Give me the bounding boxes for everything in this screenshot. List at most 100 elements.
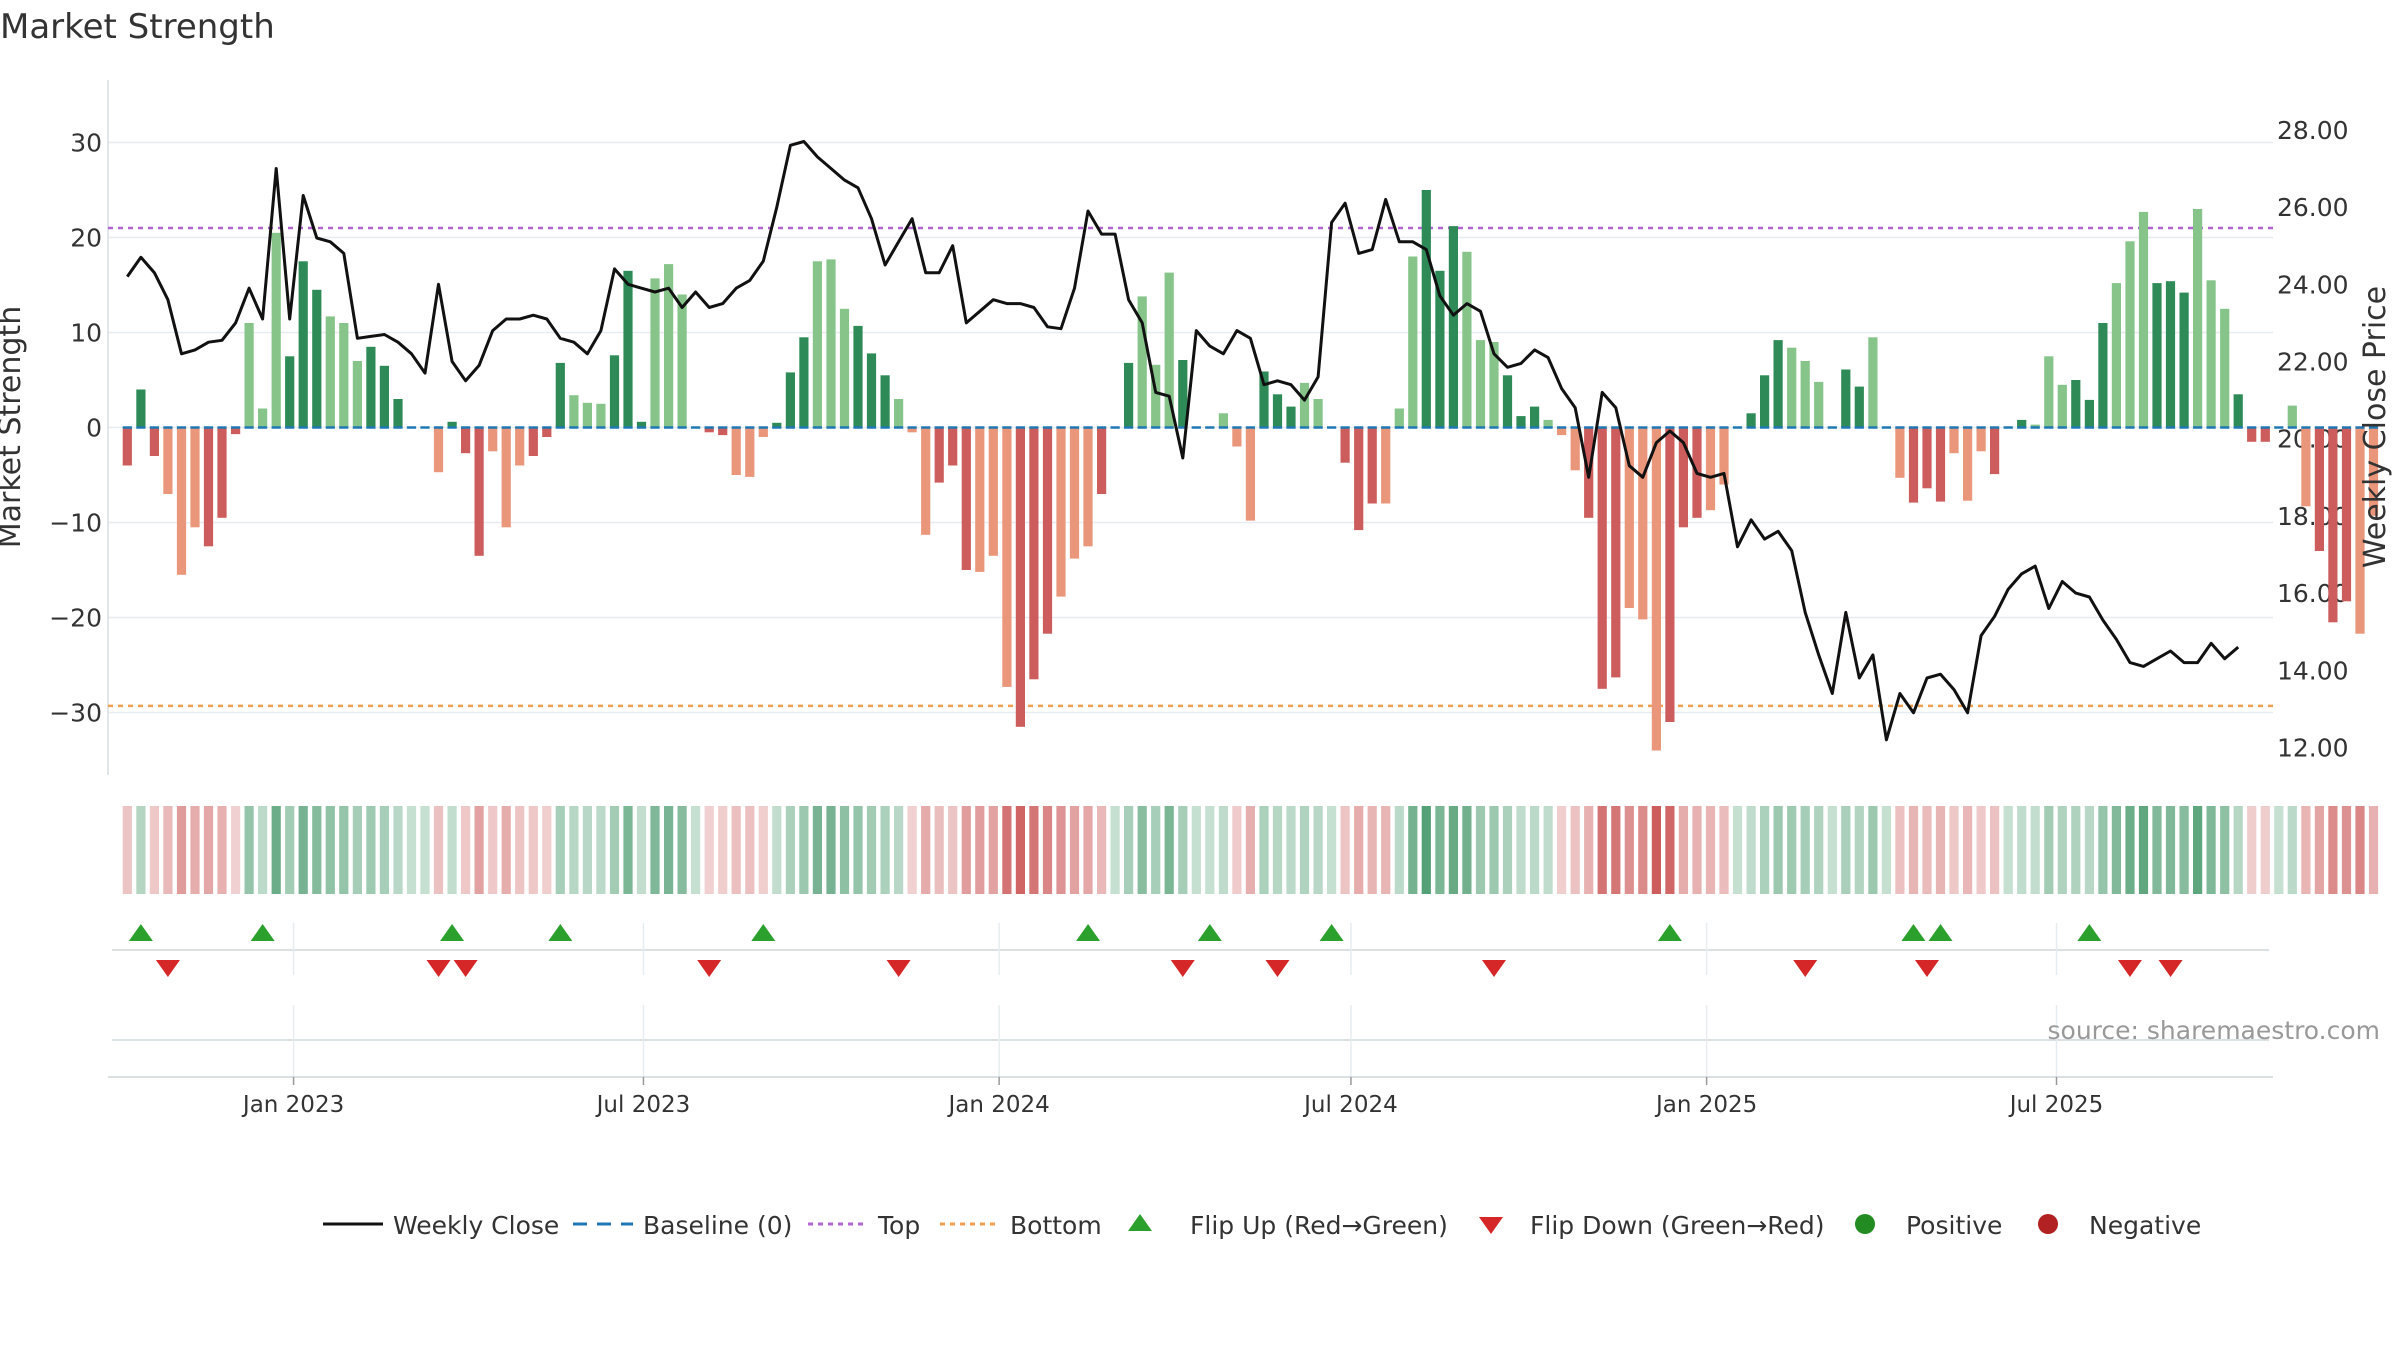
strength-bar [231, 427, 241, 435]
strip-cell [921, 806, 931, 894]
strength-bar [1124, 362, 1134, 428]
strength-bar [1272, 394, 1283, 428]
right-tick-label: 20.00 [2277, 425, 2349, 454]
strip-cell [1881, 806, 1891, 894]
strength-bar [1624, 427, 1634, 608]
strip-cell [934, 806, 944, 894]
strip-cell [839, 806, 850, 894]
flip-up-marker [1901, 924, 1926, 941]
strip-cell [1719, 806, 1729, 894]
strip-cell [190, 806, 200, 894]
strip-cell [569, 806, 579, 894]
x-tick-label: Jul 2024 [1302, 1092, 1398, 1118]
strip-cell [406, 806, 417, 894]
legend-flip-up-icon [1128, 1214, 1152, 1231]
strength-bar [988, 427, 998, 556]
strip-cell [1042, 806, 1053, 894]
flip-down-marker [1265, 960, 1290, 977]
left-tick-label: 30 [70, 129, 102, 158]
strength-bar [1354, 427, 1364, 531]
strength-bar [1530, 406, 1540, 428]
strip-cell [325, 806, 335, 894]
right-tick-label: 16.00 [2277, 579, 2349, 608]
strength-bar [1597, 427, 1607, 689]
strip-cell [474, 806, 484, 894]
strip-cell [122, 806, 132, 894]
strip-cell [1462, 806, 1472, 894]
left-tick-label: −30 [49, 699, 102, 728]
strength-bar [2179, 292, 2189, 428]
strip-cell [1543, 806, 1553, 894]
strip-cell [677, 806, 687, 894]
strength-bar [1029, 427, 1039, 680]
strength-bar [826, 259, 836, 428]
strength-bar [1800, 361, 1810, 428]
strip-cell [2247, 806, 2257, 894]
strip-cell [1597, 806, 1607, 894]
flip-up-marker [1076, 924, 1101, 941]
strip-cell [488, 806, 498, 894]
strength-bar [2017, 419, 2027, 428]
right-axis-label: Weekly Close Price [2358, 286, 2393, 568]
strength-bar [1990, 427, 2000, 475]
strip-cell [2057, 806, 2067, 894]
strip-cell [1624, 806, 1634, 894]
strength-bar [2152, 283, 2162, 428]
strength-bar [542, 427, 552, 437]
strip-cell [1908, 806, 1919, 894]
right-tick-label: 26.00 [2277, 193, 2349, 222]
strength-bar [1922, 427, 1932, 489]
strength-bar [2138, 211, 2149, 428]
strength-bar [1042, 427, 1053, 634]
strip-cell [258, 806, 268, 894]
strip-cell [961, 806, 971, 894]
strength-bar [2084, 399, 2094, 428]
strength-bar [1787, 347, 1797, 428]
strip-cell [2044, 806, 2054, 894]
x-tick-label: Jan 2023 [241, 1092, 344, 1118]
strip-cell [1340, 806, 1350, 894]
strip-cell [1638, 806, 1648, 894]
strip-cell [582, 806, 592, 894]
flip-markers [128, 924, 2183, 977]
strip-cell [1963, 806, 1973, 894]
legend-negative-icon [2038, 1214, 2058, 1234]
strength-bar [2247, 427, 2257, 442]
strength-bar [636, 421, 647, 428]
strip-cell [1854, 806, 1864, 894]
strip-cell [975, 806, 985, 894]
left-tick-label: −20 [49, 604, 102, 633]
strip-cell [1083, 806, 1093, 894]
strength-bar [582, 402, 592, 428]
flip-panel [112, 923, 2269, 1077]
strip-cell [2098, 806, 2108, 894]
strip-cell [244, 806, 254, 894]
strip-cell [1814, 806, 1824, 894]
flip-up-marker [751, 924, 776, 941]
strength-bar [1502, 375, 1513, 428]
strength-bar [1516, 416, 1526, 428]
strip-cell [866, 806, 877, 894]
strip-cell [718, 806, 728, 894]
strip-cell [2165, 806, 2176, 894]
strip-cell [231, 806, 241, 894]
strip-cell [1381, 806, 1391, 894]
strip-cell [339, 806, 349, 894]
strength-bar [203, 427, 214, 547]
left-axis-label: Market Strength [0, 306, 28, 548]
strip-cell [515, 806, 525, 894]
strength-bar [1448, 226, 1458, 428]
flip-up-marker [1657, 924, 1682, 941]
flip-down-marker [2158, 960, 2183, 977]
strength-bar [1164, 272, 1174, 428]
strip-cell [691, 806, 701, 894]
strip-cell [731, 806, 741, 894]
strength-bar [474, 427, 484, 556]
strength-bar [1976, 427, 1986, 452]
strip-cell [1056, 806, 1066, 894]
right-tick-label: 22.00 [2277, 348, 2349, 377]
strength-bar [1908, 427, 1919, 503]
strength-bar [1841, 369, 1851, 428]
strength-bar [461, 427, 471, 454]
